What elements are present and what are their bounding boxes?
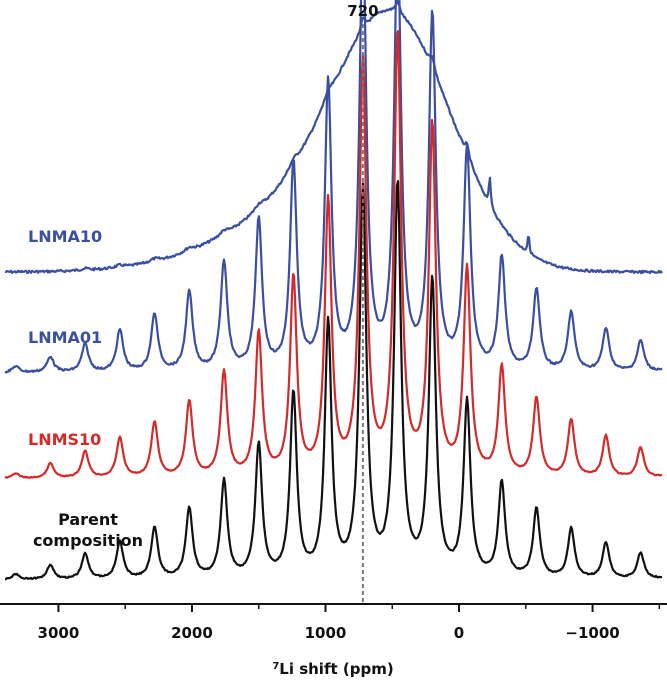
series-label-line: composition <box>33 531 143 550</box>
spectra-traces <box>4 0 663 581</box>
x-axis-title-superscript: 7 <box>272 661 279 672</box>
series-line-lnms10 <box>4 30 663 479</box>
series-label-line: LNMS10 <box>28 430 101 449</box>
reference-line-label: 720 <box>347 2 378 20</box>
series-label-lnma10: LNMA10 <box>28 227 102 246</box>
x-tick-label: 1000 <box>305 624 347 642</box>
series-line-lnma10 <box>4 0 663 275</box>
x-tick-label: −1000 <box>565 624 619 642</box>
series-label-line: LNMA10 <box>28 227 102 246</box>
series-label-line: Parent <box>58 510 118 529</box>
x-axis-ticks: 3000 2000 1000 0 −1000 <box>38 604 661 642</box>
x-axis-title: 7Li shift (ppm) <box>272 660 393 678</box>
series-label-lnma01: LNMA01 <box>28 328 102 347</box>
series-label-line: LNMA01 <box>28 328 102 347</box>
series-label-parent-composition: Parent composition <box>33 510 143 550</box>
series-line-parent-composition <box>4 180 663 581</box>
x-tick-label: 0 <box>454 624 464 642</box>
x-tick-label: 2000 <box>171 624 213 642</box>
x-axis-title-text: Li shift (ppm) <box>279 660 393 678</box>
series-line-lnma01 <box>4 0 663 374</box>
series-labels: LNMA10 LNMA01 LNMS10 Parent composition <box>28 227 143 550</box>
series-label-lnms10: LNMS10 <box>28 430 101 449</box>
x-tick-label: 3000 <box>38 624 80 642</box>
